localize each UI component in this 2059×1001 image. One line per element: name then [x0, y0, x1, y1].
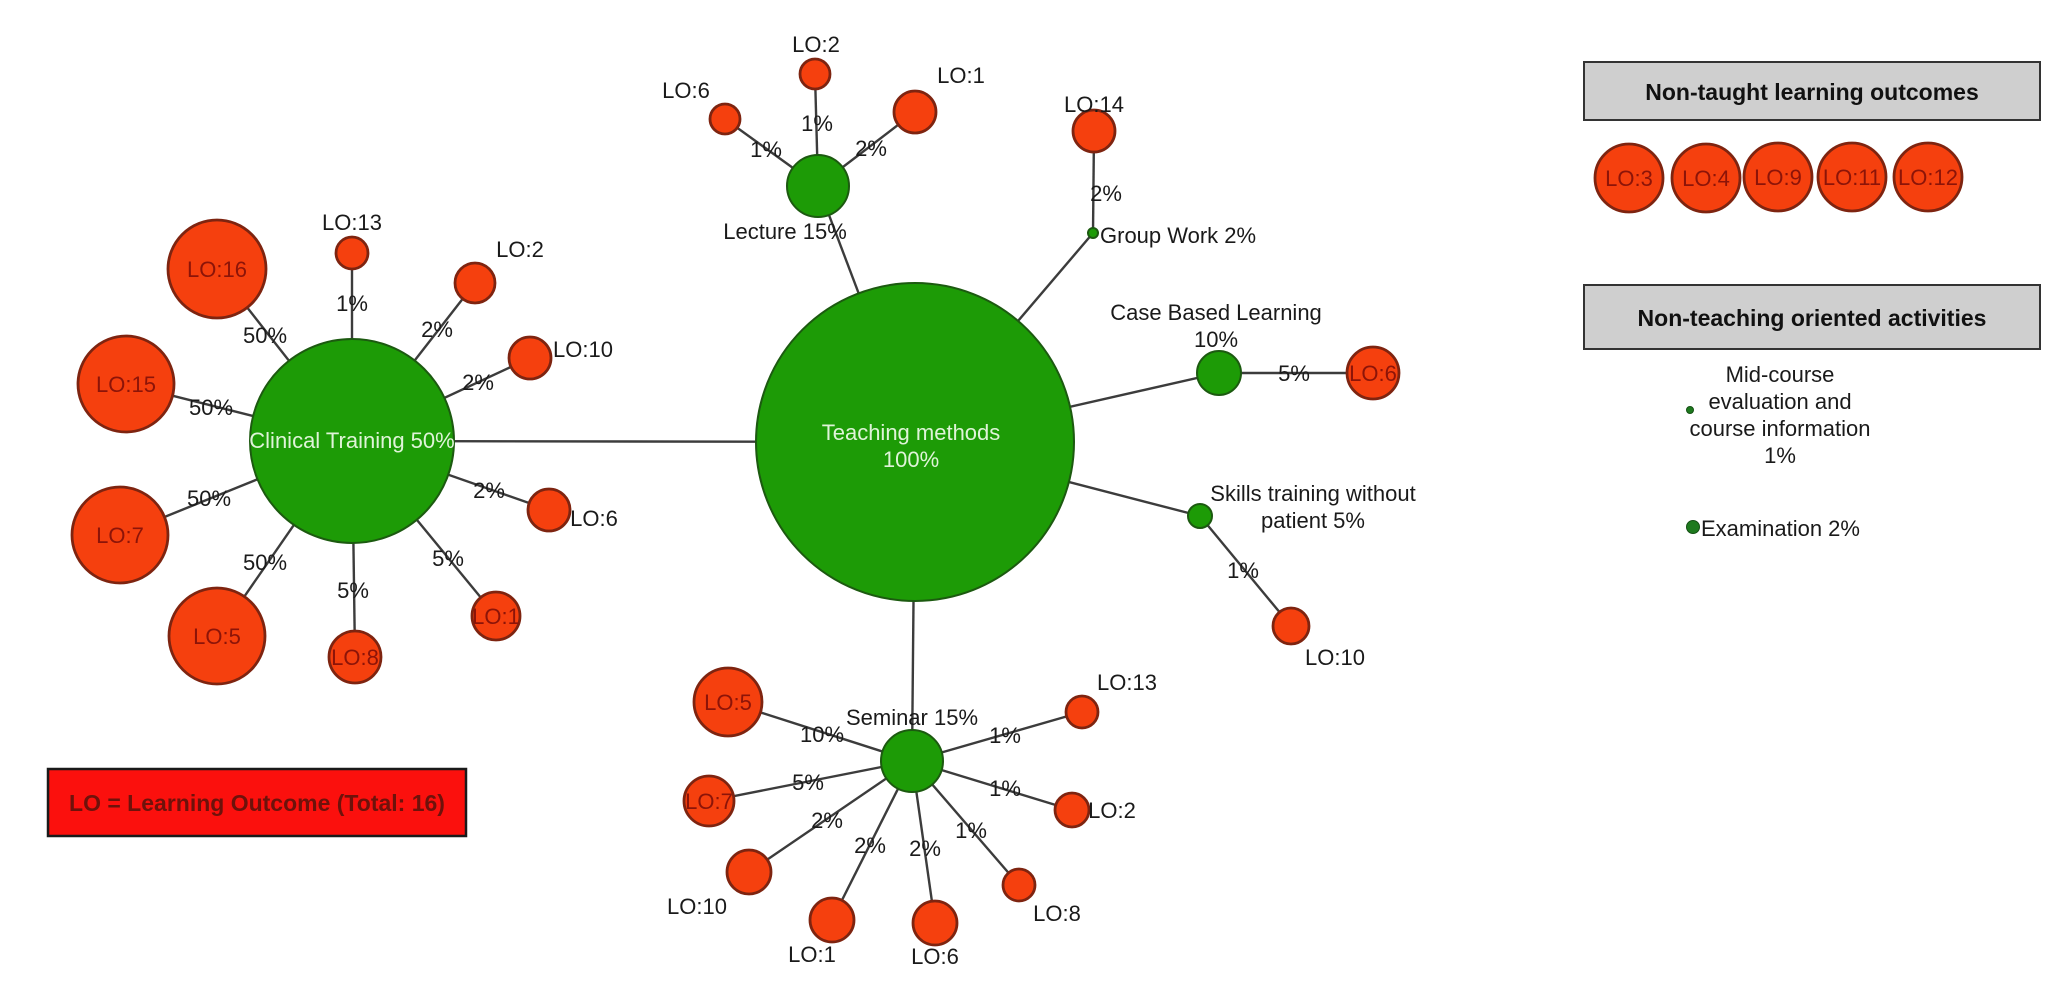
svg-text:2%: 2% [1090, 181, 1122, 206]
svg-text:2%: 2% [855, 136, 887, 161]
svg-text:1%: 1% [336, 291, 368, 316]
svg-text:5%: 5% [432, 546, 464, 571]
svg-text:1%: 1% [750, 137, 782, 162]
svg-text:5%: 5% [337, 578, 369, 603]
svg-text:LO:7: LO:7 [96, 523, 144, 548]
svg-text:2%: 2% [909, 836, 941, 861]
svg-text:Teaching methods: Teaching methods [822, 420, 1001, 445]
svg-text:patient 5%: patient 5% [1261, 508, 1365, 533]
svg-text:course information: course information [1690, 416, 1871, 441]
svg-text:50%: 50% [243, 550, 287, 575]
svg-text:LO:10: LO:10 [553, 337, 613, 362]
svg-text:1%: 1% [1227, 558, 1259, 583]
svg-text:10%: 10% [800, 722, 844, 747]
svg-text:LO:2: LO:2 [792, 32, 840, 57]
svg-text:LO:11: LO:11 [1823, 165, 1881, 190]
svg-text:LO:5: LO:5 [704, 690, 752, 715]
svg-text:LO:2: LO:2 [496, 237, 544, 262]
svg-text:50%: 50% [189, 395, 233, 420]
svg-text:Lecture 15%: Lecture 15% [723, 219, 847, 244]
svg-text:evaluation and: evaluation and [1708, 389, 1851, 414]
svg-text:LO:7: LO:7 [685, 789, 733, 814]
svg-text:LO:14: LO:14 [1064, 92, 1124, 117]
svg-text:LO:6: LO:6 [662, 78, 710, 103]
svg-text:2%: 2% [462, 370, 494, 395]
svg-text:LO:15: LO:15 [96, 372, 156, 397]
svg-text:100%: 100% [883, 447, 939, 472]
svg-text:Non-teaching oriented activiti: Non-teaching oriented activities [1638, 305, 1987, 331]
svg-text:Examination 2%: Examination 2% [1701, 516, 1860, 541]
svg-text:1%: 1% [1764, 443, 1796, 468]
svg-text:LO = Learning Outcome (Total:: LO = Learning Outcome (Total: 16) [69, 790, 445, 816]
svg-text:2%: 2% [421, 317, 453, 342]
svg-text:LO:1: LO:1 [472, 604, 520, 629]
svg-text:LO:13: LO:13 [1097, 670, 1157, 695]
svg-text:LO:4: LO:4 [1682, 166, 1730, 191]
svg-text:LO:6: LO:6 [570, 506, 618, 531]
svg-text:1%: 1% [989, 776, 1021, 801]
svg-text:LO:10: LO:10 [667, 894, 727, 919]
svg-text:1%: 1% [955, 818, 987, 843]
svg-text:LO:6: LO:6 [1349, 361, 1397, 386]
svg-text:LO:13: LO:13 [322, 210, 382, 235]
svg-text:2%: 2% [473, 478, 505, 503]
svg-text:2%: 2% [854, 833, 886, 858]
svg-text:LO:8: LO:8 [331, 645, 379, 670]
svg-text:LO:8: LO:8 [1033, 901, 1081, 926]
svg-text:2%: 2% [811, 808, 843, 833]
svg-text:Group Work 2%: Group Work 2% [1100, 223, 1256, 248]
svg-text:5%: 5% [1278, 361, 1310, 386]
svg-text:LO:9: LO:9 [1754, 165, 1802, 190]
svg-text:Seminar 15%: Seminar 15% [846, 705, 978, 730]
svg-text:10%: 10% [1194, 327, 1238, 352]
svg-text:50%: 50% [187, 486, 231, 511]
svg-text:Case Based Learning: Case Based Learning [1110, 300, 1322, 325]
svg-text:LO:12: LO:12 [1898, 165, 1958, 190]
svg-text:LO:2: LO:2 [1088, 798, 1136, 823]
svg-text:Non-taught learning outcomes: Non-taught learning outcomes [1645, 79, 1979, 105]
svg-text:LO:6: LO:6 [911, 944, 959, 969]
svg-text:Clinical Training 50%: Clinical Training 50% [249, 428, 454, 453]
svg-text:LO:3: LO:3 [1605, 166, 1653, 191]
svg-text:LO:5: LO:5 [193, 624, 241, 649]
svg-text:Mid-course: Mid-course [1726, 362, 1835, 387]
svg-text:LO:16: LO:16 [187, 257, 247, 282]
svg-text:1%: 1% [989, 723, 1021, 748]
svg-text:5%: 5% [792, 770, 824, 795]
svg-text:LO:10: LO:10 [1305, 645, 1365, 670]
svg-text:50%: 50% [243, 323, 287, 348]
svg-text:LO:1: LO:1 [788, 942, 836, 967]
svg-text:Skills training without: Skills training without [1210, 481, 1415, 506]
svg-text:LO:1: LO:1 [937, 63, 985, 88]
svg-text:1%: 1% [801, 111, 833, 136]
